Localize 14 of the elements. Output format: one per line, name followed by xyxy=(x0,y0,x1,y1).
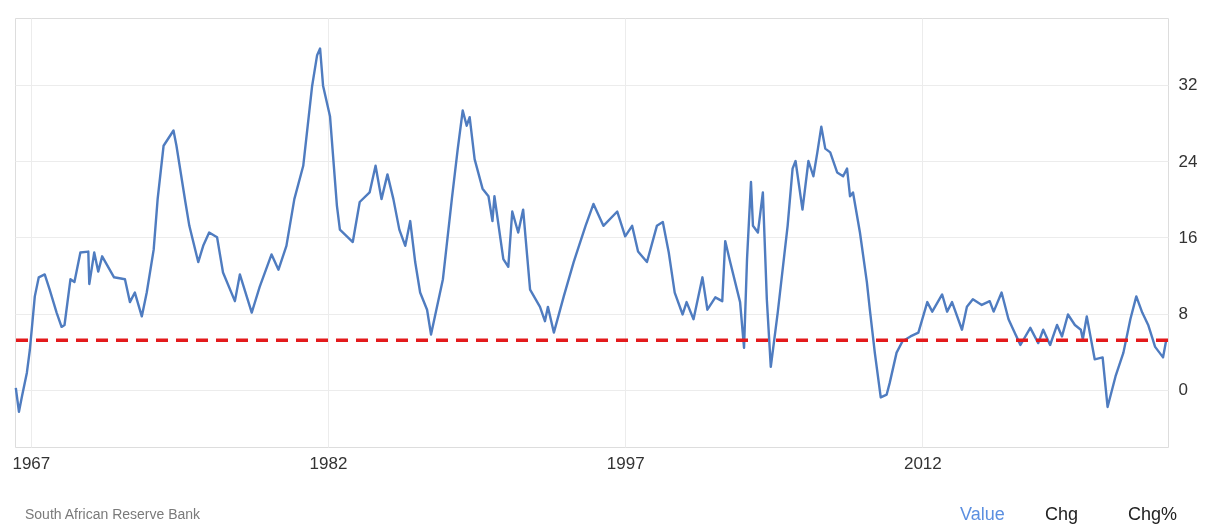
text: Chg% xyxy=(1128,504,1178,524)
x-tick-label: 1967 xyxy=(12,453,51,473)
y-tick-label: 16 xyxy=(1178,227,1198,247)
x-tick-label: 1997 xyxy=(606,453,645,473)
y-tick-label: 24 xyxy=(1178,151,1198,171)
y-tick-label: 0 xyxy=(1178,380,1188,400)
text: South African Reserve Bank xyxy=(25,506,202,522)
y-tick-label: 8 xyxy=(1178,304,1188,324)
line-series xyxy=(14,47,1168,413)
x-tick-label: 1982 xyxy=(309,453,348,473)
x-tick-label: 2012 xyxy=(903,453,942,473)
text: Value xyxy=(960,504,1005,524)
y-tick-label: 32 xyxy=(1178,75,1198,95)
text: Chg xyxy=(1045,504,1079,524)
